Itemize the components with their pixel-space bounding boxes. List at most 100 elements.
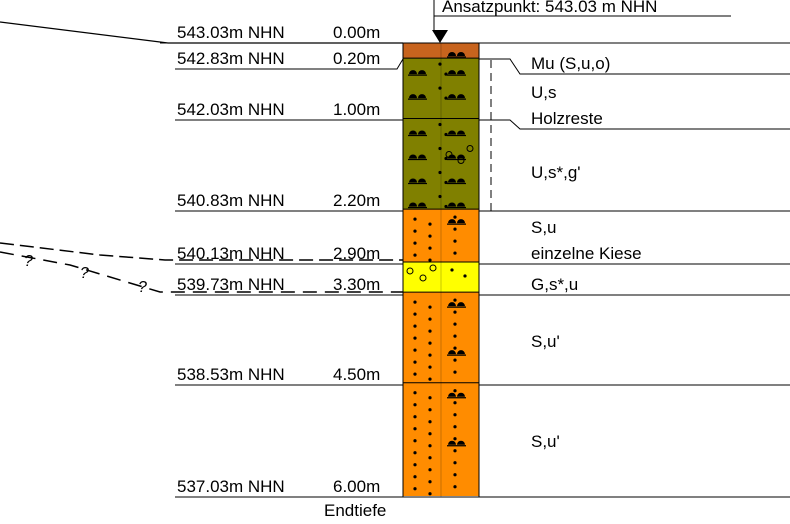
sand-dot — [413, 487, 417, 491]
sand-dot — [413, 229, 417, 233]
sand-dot — [453, 389, 457, 393]
elev-label-0: 543.03m NHN — [177, 23, 285, 42]
dot-mark — [438, 194, 442, 199]
layer-desc-topsoil: Mu (S,u,o) — [531, 54, 610, 73]
sand-dot — [428, 305, 432, 309]
silt-symbol — [447, 219, 466, 225]
dot-mark — [444, 96, 448, 100]
silt-symbol — [408, 130, 427, 137]
depth-label-4: 2.90m — [333, 244, 380, 263]
layer-boundaries — [403, 57, 479, 384]
sand-dot — [413, 312, 417, 316]
start-point-label: Ansatzpunkt: 543.03 m NHN — [442, 0, 657, 16]
sand-dot — [413, 451, 417, 455]
silt-symbol — [408, 202, 427, 209]
sand-dot — [428, 317, 432, 321]
sand-dot — [463, 274, 467, 278]
silt-symbol — [447, 302, 466, 308]
sand-dot — [413, 403, 417, 407]
silt-symbol — [408, 154, 427, 161]
sand-dot — [428, 408, 432, 412]
layer-desc-sand-1: S,u — [531, 218, 557, 237]
sand-dot — [453, 310, 457, 314]
sand-dot — [413, 475, 417, 479]
sand-dot — [428, 432, 432, 436]
silt-symbol — [447, 178, 466, 185]
sand-dot — [453, 215, 457, 219]
silt-symbol — [447, 52, 466, 58]
sand-dot — [428, 444, 432, 448]
layer-pattern-2 — [408, 122, 474, 209]
layer-pattern-6 — [413, 389, 466, 496]
sand-dot — [453, 298, 457, 302]
layer-desc-sand-3: S,u' — [531, 432, 560, 451]
elev-label-6: 538.53m NHN — [177, 365, 285, 384]
sand-dot — [453, 449, 457, 453]
layer-patterns — [406, 52, 474, 496]
gravel-symbol — [406, 267, 414, 275]
sand-dot — [413, 217, 417, 221]
dot-mark — [444, 204, 448, 209]
sand-dot — [413, 427, 417, 431]
silt-symbol — [447, 440, 466, 447]
depth-label-6: 4.50m — [333, 365, 380, 384]
layer-desc-silt-2: U,s*,g' — [531, 163, 581, 182]
depth-label-bottom: 6.00m — [333, 477, 380, 496]
sand-dot — [453, 437, 457, 441]
end-depth-label: Endtiefe — [324, 501, 386, 519]
layer-pattern-3 — [413, 215, 466, 262]
gravel-symbol — [419, 274, 427, 282]
elev-label-2: 542.03m NHN — [177, 100, 285, 119]
silt-symbol — [447, 130, 466, 137]
sand-dot — [453, 401, 457, 405]
dot-mark — [444, 72, 448, 76]
sand-dot — [413, 439, 417, 443]
sand-dot — [453, 461, 457, 465]
drill-column — [402, 42, 480, 498]
dot-mark — [438, 122, 442, 127]
silt-symbol — [447, 392, 466, 399]
dot-mark — [438, 62, 442, 66]
sand-dot — [413, 372, 417, 376]
start-point-arrow-icon — [432, 30, 448, 43]
depth-label-0: 0.00m — [333, 23, 380, 42]
depth-label-2: 1.00m — [333, 100, 380, 119]
sand-dot — [428, 468, 432, 472]
sand-dot — [453, 485, 457, 489]
layer-pattern-4 — [406, 264, 467, 282]
silt-symbol — [447, 94, 466, 100]
dot-mark — [438, 146, 442, 151]
depth-label-5: 3.30m — [333, 275, 380, 294]
sand-dot — [413, 360, 417, 364]
dot-mark — [444, 180, 448, 185]
layer-pattern-0 — [447, 52, 466, 58]
sand-dot — [453, 322, 457, 326]
silt-symbol — [447, 202, 466, 209]
sand-dot — [428, 234, 432, 238]
layer-pattern-1 — [408, 62, 466, 100]
sand-dot — [413, 463, 417, 467]
dot-mark — [438, 86, 442, 90]
sand-dot — [453, 334, 457, 338]
sand-dot — [413, 415, 417, 419]
silt-symbol — [408, 94, 427, 100]
sand-dot — [428, 258, 432, 262]
elev-label-4: 540.13m NHN — [177, 244, 285, 263]
layer-descriptions: Mu (S,u,o) U,s Holzreste U,s*,g' S,u ein… — [479, 42, 790, 498]
sand-dot — [453, 227, 457, 231]
sand-dot — [428, 420, 432, 424]
sand-dot — [428, 222, 432, 226]
layer-desc-silt-1-note: Holzreste — [531, 109, 603, 128]
dot-mark — [444, 156, 448, 161]
sand-dot — [453, 413, 457, 417]
sand-dot — [428, 365, 432, 369]
layer-pattern-5 — [413, 298, 466, 381]
sand-dot — [453, 239, 457, 243]
sand-dot — [428, 329, 432, 333]
sand-dot — [453, 370, 457, 374]
silt-symbol — [447, 70, 466, 76]
sand-dot — [428, 456, 432, 460]
sand-dot — [413, 348, 417, 352]
uncertain-mark-3: ? — [138, 279, 147, 296]
